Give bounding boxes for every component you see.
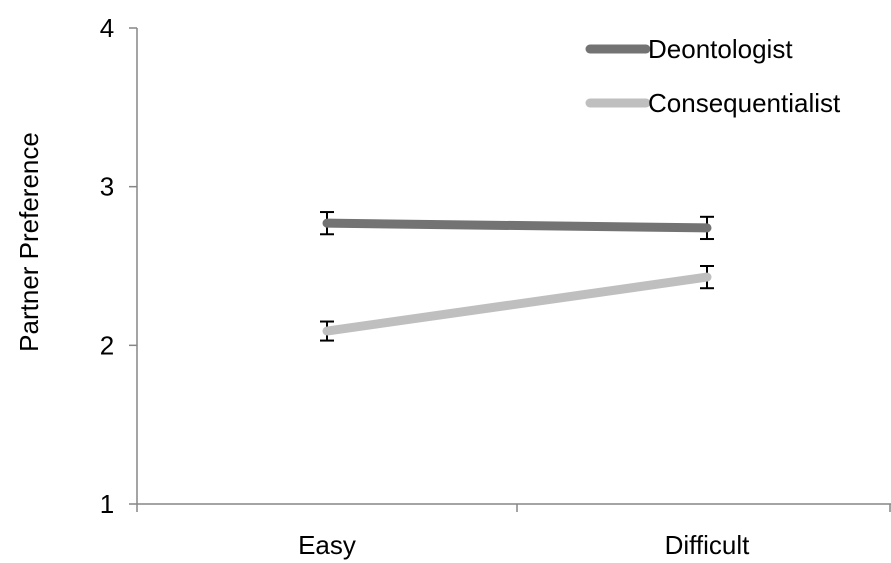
y-tick-label: 4 bbox=[100, 13, 114, 43]
legend-label: Consequentialist bbox=[648, 88, 841, 118]
y-tick-label: 3 bbox=[100, 172, 114, 202]
series-line bbox=[322, 218, 712, 233]
plot-series bbox=[320, 211, 714, 342]
series-line bbox=[322, 272, 712, 336]
x-tick-label: Easy bbox=[298, 530, 356, 560]
series-consequentialist bbox=[320, 265, 714, 342]
y-axis-title: Partner Preference bbox=[14, 132, 44, 352]
y-tick-label: 2 bbox=[100, 330, 114, 360]
y-tick-label: 1 bbox=[100, 489, 114, 519]
legend-label: Deontologist bbox=[648, 34, 793, 64]
series-deontologist bbox=[320, 211, 714, 241]
x-tick-label: Difficult bbox=[665, 530, 751, 560]
legend: Deontologist Consequentialist bbox=[585, 34, 841, 118]
x-axis: Easy Difficult bbox=[136, 503, 891, 560]
y-axis: 1 2 3 4 bbox=[100, 13, 138, 519]
